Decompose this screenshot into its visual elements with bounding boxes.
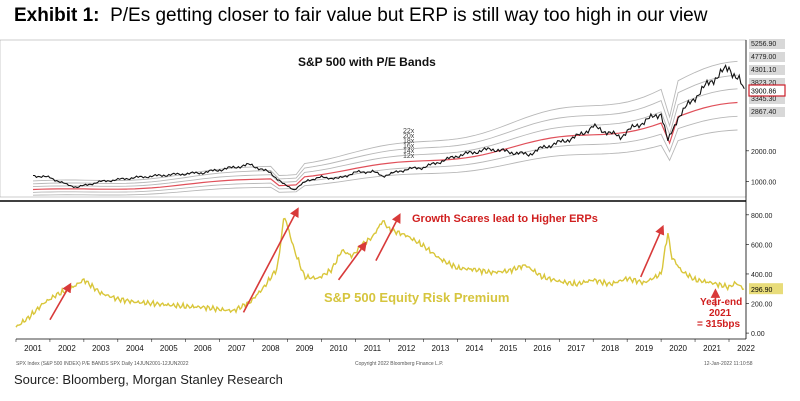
x-tick-label: 2017 <box>567 344 585 353</box>
pe-value-label: 3345.30 <box>751 96 776 103</box>
pe-band-22x <box>32 60 738 182</box>
x-tick-label: 2006 <box>194 344 212 353</box>
x-tick-label: 2021 <box>703 344 721 353</box>
pe-value-label: 4301.10 <box>751 67 776 74</box>
erp-last-label: 296.90 <box>751 287 773 294</box>
scare-arrow <box>375 213 401 262</box>
right-axis: 1000.00 2000.00 5256.90 4779.00 4301.10 3823.… <box>746 39 786 338</box>
pe-value-box <box>749 107 785 117</box>
erp-line <box>15 217 745 328</box>
pe-value-box <box>749 78 785 88</box>
top-y-tick-label: 2000.00 <box>751 149 776 156</box>
pe-band-14x <box>32 115 738 193</box>
pe-value-box <box>749 39 785 49</box>
x-tick-label: 2007 <box>228 344 246 353</box>
pe-band-16x <box>32 101 738 191</box>
yearend-line-3: = 315bps <box>697 319 741 330</box>
scare-arrow <box>337 241 367 281</box>
exhibit-heading: P/Es getting closer to fair value but ER… <box>110 5 708 26</box>
yearend-line-1: Year-end <box>700 297 742 308</box>
x-tick-label: 2008 <box>262 344 280 353</box>
pe-band-20x <box>32 74 738 185</box>
pe-value-box <box>749 52 785 62</box>
pe-value-box <box>749 65 785 75</box>
scare-arrow <box>640 224 665 278</box>
top-chart-title: S&P 500 with P/E Bands <box>298 55 436 69</box>
bottom-y-tick-label: 600.00 <box>751 242 773 249</box>
erp-series-label: S&P 500 Equity Risk Premium <box>324 290 509 305</box>
erp-annotation: Growth Scares lead to Higher ERPs <box>412 213 598 225</box>
x-tick-label: 2004 <box>126 344 144 353</box>
x-tick-label: 2020 <box>669 344 687 353</box>
bottom-y-tick-label: 800.00 <box>751 213 773 220</box>
footnote-right: 12-Jan-2022 11:10:58 <box>704 361 753 367</box>
last-price-box <box>748 84 786 97</box>
footnote-mid: Copyright 2022 Bloomberg Finance L.P. <box>355 361 443 367</box>
x-tick-label: 2018 <box>601 344 619 353</box>
exhibit-label: Exhibit 1: <box>14 5 100 26</box>
top-y-tick-label: 1000.00 <box>751 180 776 187</box>
x-tick-label: 2015 <box>499 344 517 353</box>
x-tick-label: 2019 <box>635 344 653 353</box>
pe-band-18x <box>32 88 738 188</box>
footnote-left: SPX Index (S&P 500 INDEX) P/E BANDS SPX … <box>16 361 189 367</box>
x-tick-label: 2002 <box>58 344 76 353</box>
pe-value-label: 5256.90 <box>751 41 776 48</box>
source-note: Source: Bloomberg, Morgan Stanley Resear… <box>14 372 283 387</box>
x-tick-label: 2011 <box>364 344 382 353</box>
bottom-y-tick-label: 0.00 <box>751 331 765 338</box>
x-tick-label: 2012 <box>398 344 416 353</box>
bottom-y-tick-label: 200.00 <box>751 302 773 309</box>
x-axis: 2001 2002 2003 2004 2005 2006 2007 2008 2009 2010… <box>15 339 755 353</box>
x-tick-label: 2016 <box>533 344 551 353</box>
scare-arrow <box>49 282 72 321</box>
x-tick-label: 2001 <box>24 344 42 353</box>
x-tick-label: 2014 <box>465 344 483 353</box>
pe-value-label: 4779.00 <box>751 54 776 61</box>
x-tick-label: 2022 <box>737 344 755 353</box>
pe-value-label: 2867.40 <box>751 109 776 116</box>
band-label-16x: 16x <box>403 143 415 150</box>
band-label-20x: 20x <box>403 133 415 140</box>
x-tick-label: 2010 <box>330 344 348 353</box>
x-tick-label: 2003 <box>92 344 110 353</box>
pe-value-box <box>749 94 785 104</box>
bottom-y-tick-label: 400.00 <box>751 272 773 279</box>
yearend-line-2: 2021 <box>709 308 732 319</box>
band-label-22x: 22x <box>403 128 415 135</box>
erp-last-box <box>749 283 783 295</box>
band-label-12x: 12x <box>403 153 415 160</box>
scare-arrow <box>242 207 299 313</box>
x-tick-label: 2005 <box>160 344 178 353</box>
band-label-18x: 18x <box>403 138 415 145</box>
pe-value-label: 3823.20 <box>751 80 776 87</box>
x-tick-label: 2009 <box>296 344 314 353</box>
x-tick-label: 2013 <box>432 344 450 353</box>
bottom-chart <box>0 40 747 340</box>
sp500-price-line <box>33 63 745 191</box>
growth-scare-arrows <box>49 207 721 321</box>
last-price-label: 3900.86 <box>751 89 776 96</box>
band-label-14x: 14x <box>403 148 415 155</box>
exhibit-title: Exhibit 1: P/Es getting closer to fair v… <box>14 5 707 27</box>
